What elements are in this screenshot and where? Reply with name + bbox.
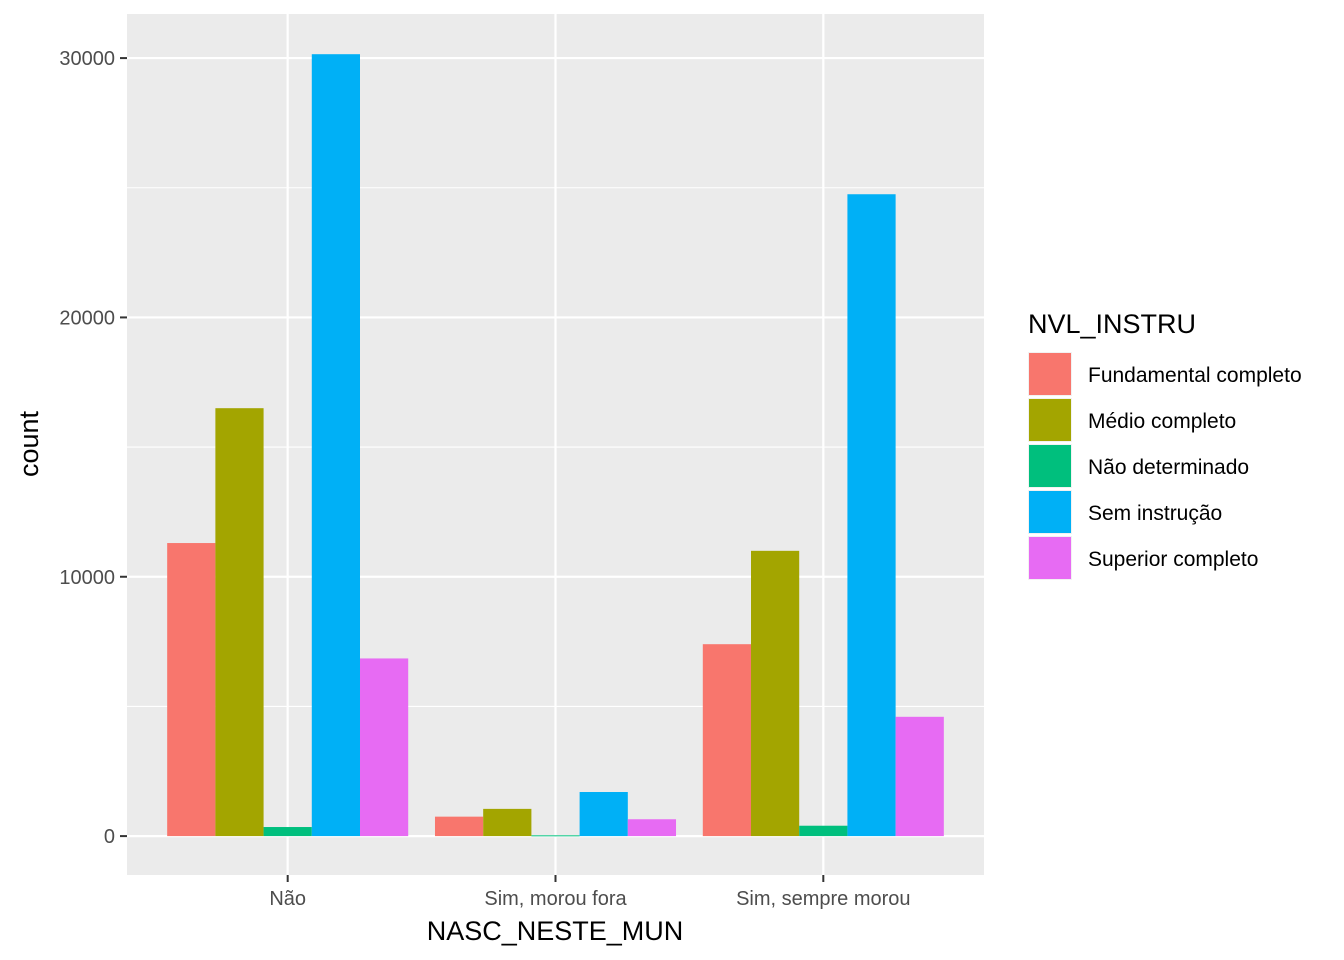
bar xyxy=(359,658,409,837)
legend-key xyxy=(1029,537,1071,579)
grid xyxy=(127,14,984,875)
bar xyxy=(847,194,896,837)
y-tick-label: 30000 xyxy=(59,48,115,70)
legend-key xyxy=(1029,399,1071,441)
bar xyxy=(895,716,944,837)
bar xyxy=(215,408,264,837)
bar xyxy=(531,835,580,837)
x-tick-label: Sim, sempre morou xyxy=(736,888,911,910)
bar xyxy=(579,792,628,837)
legend-label: Sem instrução xyxy=(1088,502,1222,525)
x-tick-label: Sim, morou fora xyxy=(484,888,627,910)
x-axis-title: NASC_NESTE_MUN xyxy=(427,916,684,946)
legend-label: Médio completo xyxy=(1088,410,1236,433)
bar xyxy=(434,816,484,837)
y-tick-label: 20000 xyxy=(59,307,115,329)
legend-label: Não determinado xyxy=(1088,456,1249,479)
bar xyxy=(751,550,800,837)
bar xyxy=(702,644,752,837)
y-axis-title: count xyxy=(14,410,44,477)
legend-key xyxy=(1029,445,1071,487)
bar xyxy=(167,543,216,837)
legend-label: Fundamental completo xyxy=(1088,364,1302,387)
bar xyxy=(263,827,312,837)
bar xyxy=(483,808,532,837)
legend-key xyxy=(1029,491,1071,533)
bars xyxy=(167,54,944,837)
x-tick-label: Não xyxy=(269,888,306,910)
y-tick-label: 0 xyxy=(104,826,115,848)
legend: NVL_INSTRU Fundamental completo Médio com… xyxy=(1028,309,1302,580)
x-axis: Não Sim, morou fora Sim, sempre morou xyxy=(269,875,911,910)
y-axis: 0 10000 20000 30000 xyxy=(59,48,127,848)
y-tick-label: 10000 xyxy=(59,567,115,589)
bar xyxy=(311,54,360,837)
legend-key xyxy=(1029,353,1071,395)
bar xyxy=(799,825,848,837)
bar xyxy=(627,819,677,837)
legend-title: NVL_INSTRU xyxy=(1028,309,1196,339)
legend-label: Superior completo xyxy=(1088,548,1258,571)
